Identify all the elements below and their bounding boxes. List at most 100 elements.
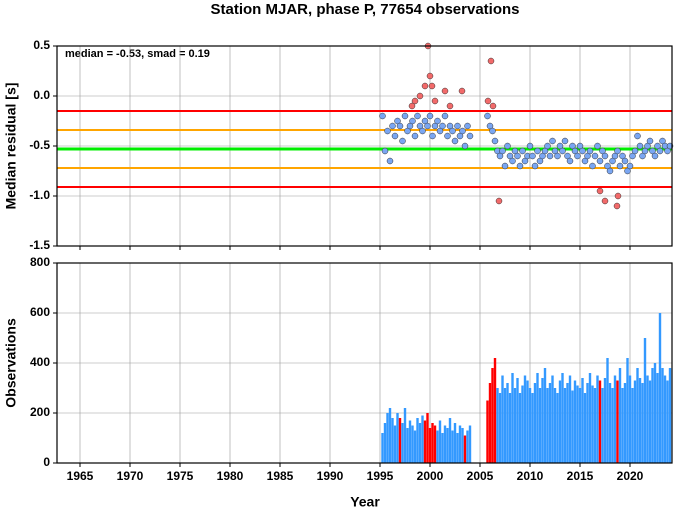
y-tick-label: 600 bbox=[30, 305, 50, 319]
data-point bbox=[454, 122, 461, 130]
bar bbox=[531, 393, 534, 463]
bar bbox=[388, 408, 392, 463]
bar bbox=[586, 383, 589, 463]
data-point bbox=[416, 92, 424, 100]
bar bbox=[661, 368, 664, 463]
bar bbox=[423, 420, 427, 463]
plot-frame bbox=[56, 45, 673, 247]
y-tick-label: -1.0 bbox=[29, 188, 50, 202]
bar bbox=[553, 388, 557, 463]
bar bbox=[403, 408, 407, 463]
data-point bbox=[431, 97, 439, 105]
x-tick-label: 2005 bbox=[467, 469, 494, 483]
bar bbox=[406, 428, 409, 463]
bar bbox=[428, 428, 432, 463]
data-point bbox=[646, 137, 654, 145]
bar bbox=[533, 383, 537, 463]
bar bbox=[503, 388, 507, 463]
data-point bbox=[459, 127, 466, 135]
bar bbox=[566, 383, 569, 463]
annotation: median = -0.53, smad = 0.19 bbox=[65, 48, 210, 60]
x-tick-label: 2015 bbox=[567, 469, 594, 483]
bar bbox=[558, 380, 562, 463]
bar bbox=[593, 388, 597, 463]
data-point bbox=[574, 152, 581, 160]
bar bbox=[606, 358, 609, 463]
data-point bbox=[401, 112, 409, 120]
data-point bbox=[391, 132, 399, 140]
bar bbox=[521, 385, 524, 463]
bar bbox=[413, 430, 417, 463]
bar bbox=[621, 388, 624, 463]
data-point bbox=[596, 157, 604, 165]
data-point bbox=[458, 87, 466, 95]
data-point bbox=[434, 117, 441, 125]
data-point bbox=[651, 152, 659, 160]
bar bbox=[568, 375, 572, 463]
x-tick-label: 1965 bbox=[67, 469, 94, 483]
bar bbox=[513, 388, 517, 463]
data-point bbox=[601, 197, 609, 205]
bar bbox=[461, 428, 464, 463]
bar bbox=[631, 388, 634, 463]
bar bbox=[618, 368, 622, 463]
bar bbox=[448, 418, 452, 463]
bar bbox=[496, 388, 499, 463]
bar bbox=[563, 388, 567, 463]
data-point bbox=[466, 132, 474, 140]
data-point bbox=[426, 72, 434, 80]
bar bbox=[416, 418, 419, 463]
data-point bbox=[439, 122, 446, 130]
bar bbox=[633, 380, 637, 463]
bar bbox=[603, 378, 607, 463]
bar bbox=[523, 375, 527, 463]
bar bbox=[551, 375, 554, 463]
bar bbox=[466, 430, 469, 463]
bar bbox=[656, 373, 659, 463]
data-point bbox=[631, 147, 639, 155]
data-point bbox=[621, 157, 629, 165]
data-point bbox=[386, 157, 394, 165]
bar bbox=[386, 413, 389, 463]
data-point bbox=[526, 142, 534, 150]
bar bbox=[518, 393, 522, 463]
bar bbox=[598, 380, 602, 463]
x-tick-label: 1985 bbox=[267, 469, 294, 483]
data-point bbox=[411, 132, 419, 140]
bar bbox=[401, 423, 404, 463]
bar bbox=[418, 423, 422, 463]
data-point bbox=[579, 147, 586, 155]
data-point bbox=[446, 102, 454, 110]
data-point bbox=[449, 127, 456, 135]
data-point bbox=[484, 97, 492, 105]
data-point bbox=[409, 117, 416, 125]
data-point bbox=[424, 122, 431, 130]
x-tick-label: 2010 bbox=[517, 469, 544, 483]
bar bbox=[651, 368, 654, 463]
data-point bbox=[594, 142, 601, 150]
bar bbox=[501, 375, 504, 463]
data-point bbox=[451, 137, 459, 145]
bar bbox=[431, 423, 434, 463]
data-point bbox=[559, 147, 566, 155]
data-point bbox=[428, 82, 436, 90]
bar bbox=[421, 415, 424, 463]
y-axis-label: Observations bbox=[3, 318, 19, 408]
bar bbox=[646, 375, 649, 463]
bar bbox=[576, 385, 579, 463]
data-point bbox=[601, 152, 609, 160]
bar bbox=[488, 383, 492, 463]
data-point bbox=[614, 192, 622, 200]
data-point bbox=[614, 147, 621, 155]
bar bbox=[591, 385, 594, 463]
bar bbox=[486, 400, 489, 463]
data-point bbox=[389, 122, 396, 130]
data-point bbox=[444, 132, 451, 140]
bar bbox=[433, 425, 437, 463]
y-tick-label: -0.5 bbox=[29, 138, 50, 152]
data-point bbox=[509, 157, 516, 165]
bar bbox=[583, 393, 587, 463]
bar bbox=[451, 430, 454, 463]
bar bbox=[511, 373, 514, 463]
